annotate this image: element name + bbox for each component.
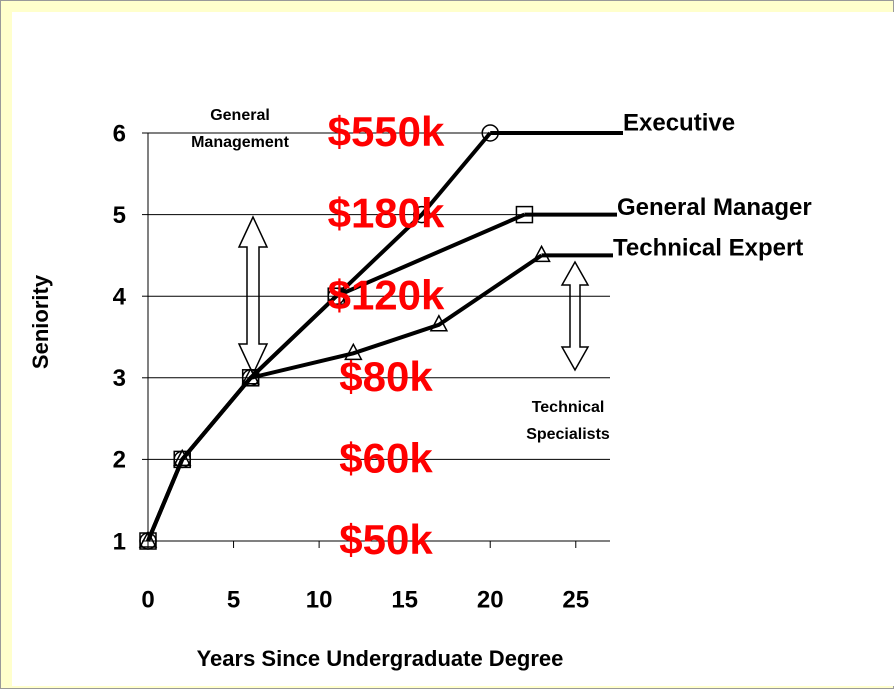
marker <box>344 342 363 361</box>
x-axis-title: Years Since Undergraduate Degree <box>197 646 564 671</box>
x-tick-label: 0 <box>141 586 154 613</box>
series-line <box>146 253 543 542</box>
annotation: Technical <box>532 399 605 416</box>
x-tick-label: 20 <box>477 586 504 613</box>
marker <box>413 205 431 224</box>
y-tick-label: 3 <box>113 365 126 392</box>
x-tick-label: 15 <box>391 586 418 613</box>
marker <box>327 287 345 305</box>
y-tick-label: 1 <box>113 528 126 555</box>
marker <box>481 124 499 142</box>
series-label: General Manager <box>617 194 812 221</box>
y-tick-label: 5 <box>113 202 126 229</box>
salary-label: $60k <box>339 434 433 481</box>
y-axis-title: Seniority <box>28 274 53 369</box>
x-tick-label: 25 <box>562 586 589 613</box>
annotation: General <box>210 107 270 124</box>
x-tick-label: 10 <box>306 586 333 613</box>
y-tick-label: 6 <box>113 120 126 147</box>
annotation: Specialists <box>526 426 610 443</box>
salary-label: $120k <box>328 271 445 318</box>
series-label: Executive <box>623 109 735 136</box>
marker <box>429 314 449 332</box>
salary-label: $80k <box>339 353 433 400</box>
marker <box>532 244 551 263</box>
range-arrow <box>560 260 590 372</box>
slide-area <box>12 12 894 686</box>
y-tick-label: 4 <box>113 284 127 311</box>
salary-label: $50k <box>339 516 433 563</box>
series-label: Technical Expert <box>613 235 803 262</box>
salary-label: $550k <box>328 108 445 155</box>
x-tick-label: 5 <box>227 586 240 613</box>
marker <box>172 448 192 467</box>
marker <box>138 530 158 548</box>
y-tick-label: 2 <box>113 447 126 474</box>
salary-label: $180k <box>328 190 445 237</box>
marker <box>241 367 260 385</box>
annotation: Management <box>191 134 289 151</box>
marker <box>515 205 534 224</box>
